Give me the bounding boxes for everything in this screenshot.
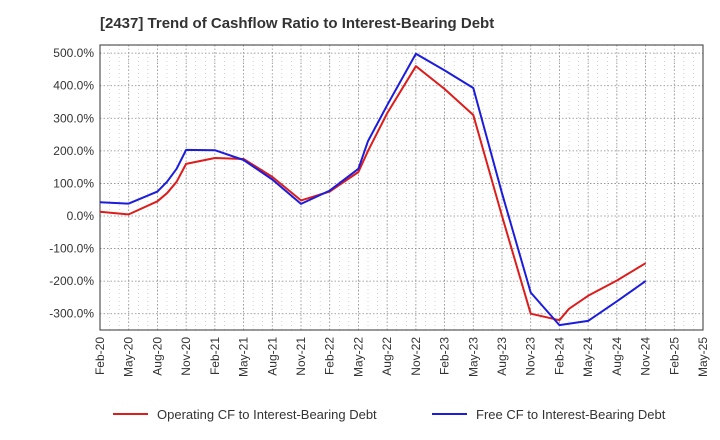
series-lines xyxy=(99,52,647,327)
legend-label-1: Operating CF to Interest-Bearing Debt xyxy=(157,407,377,422)
x-tick-label: May-23 xyxy=(466,337,480,377)
x-tick-label: May-22 xyxy=(351,337,365,377)
plot-frame xyxy=(99,44,704,331)
y-tick-label: 100.0% xyxy=(53,176,94,190)
x-tick-label: Nov-21 xyxy=(294,337,308,376)
x-tick-label: Nov-22 xyxy=(409,337,423,376)
x-tick-label: Feb-25 xyxy=(667,337,681,375)
x-tick-label: Aug-22 xyxy=(380,337,394,376)
x-tick-label: Feb-24 xyxy=(552,337,566,375)
series-line-1 xyxy=(99,65,647,322)
y-tick-label: -300.0% xyxy=(49,307,94,321)
chart-title: [2437] Trend of Cashflow Ratio to Intere… xyxy=(100,15,495,32)
y-tick-label: 400.0% xyxy=(53,79,94,93)
x-tick-label: Feb-23 xyxy=(438,337,452,375)
series-line-2 xyxy=(99,52,647,327)
gridlines xyxy=(99,45,704,330)
x-tick-label: Aug-21 xyxy=(265,337,279,376)
legend: Operating CF to Interest-Bearing Debt Fre… xyxy=(113,407,666,422)
x-tick-label: May-24 xyxy=(581,337,595,377)
y-tick-label: 200.0% xyxy=(53,144,94,158)
y-axis: 500.0% 400.0% 300.0% 200.0% 100.0% 0.0% -100.0… xyxy=(49,46,94,321)
y-tick-label: 300.0% xyxy=(53,111,94,125)
x-tick-label: Feb-22 xyxy=(323,337,337,375)
x-tick-label: Nov-20 xyxy=(179,337,193,376)
x-tick-label: Feb-20 xyxy=(93,337,107,375)
x-tick-label: Aug-24 xyxy=(610,337,624,376)
x-axis: Feb-20 May-20 Aug-20 Nov-20 Feb-21 May-21 Aug-… xyxy=(93,337,710,377)
x-tick-label: May-20 xyxy=(122,337,136,377)
y-tick-label: -200.0% xyxy=(49,274,94,288)
x-tick-label: Aug-20 xyxy=(150,337,164,376)
legend-label-2: Free CF to Interest-Bearing Debt xyxy=(476,407,666,422)
y-tick-label: 0.0% xyxy=(67,209,95,223)
x-tick-label: Nov-23 xyxy=(524,337,538,376)
y-tick-label: -100.0% xyxy=(49,242,94,256)
x-tick-label: May-21 xyxy=(237,337,251,377)
y-tick-label: 500.0% xyxy=(53,46,94,60)
x-tick-label: Aug-23 xyxy=(495,337,509,376)
x-tick-label: May-25 xyxy=(696,337,710,377)
x-tick-label: Feb-21 xyxy=(208,337,222,375)
x-tick-label: Nov-24 xyxy=(639,337,653,376)
